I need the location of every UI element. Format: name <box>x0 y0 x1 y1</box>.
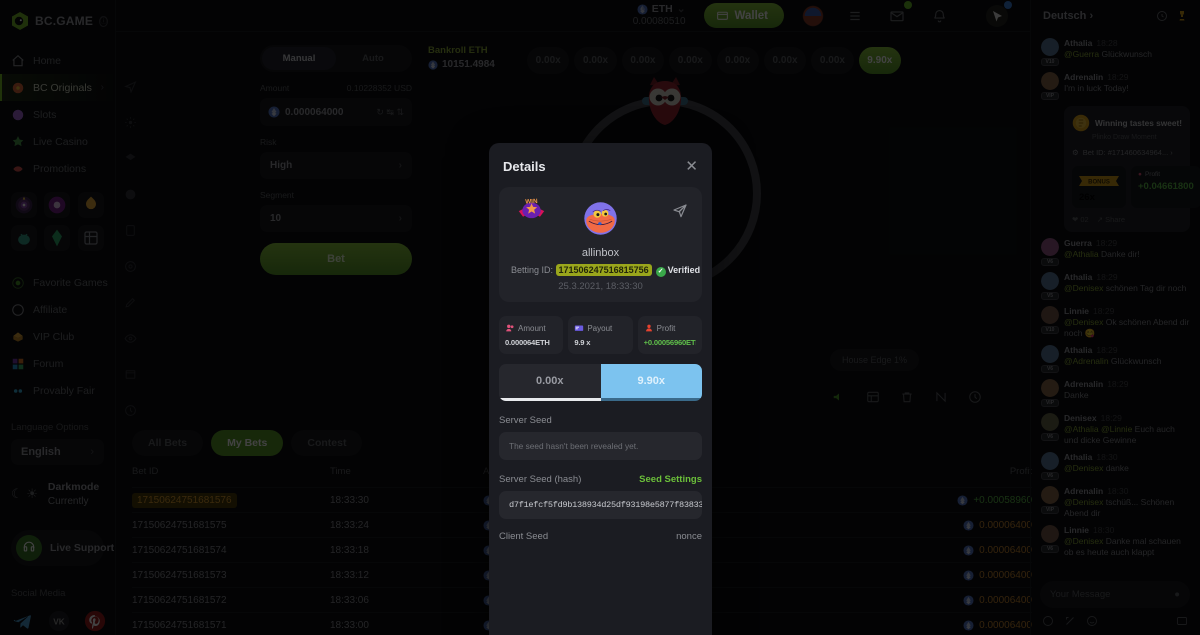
svg-text:WIN: WIN <box>525 198 538 206</box>
svg-text:VK: VK <box>53 617 65 626</box>
svg-text:BONUS: BONUS <box>1088 180 1110 186</box>
